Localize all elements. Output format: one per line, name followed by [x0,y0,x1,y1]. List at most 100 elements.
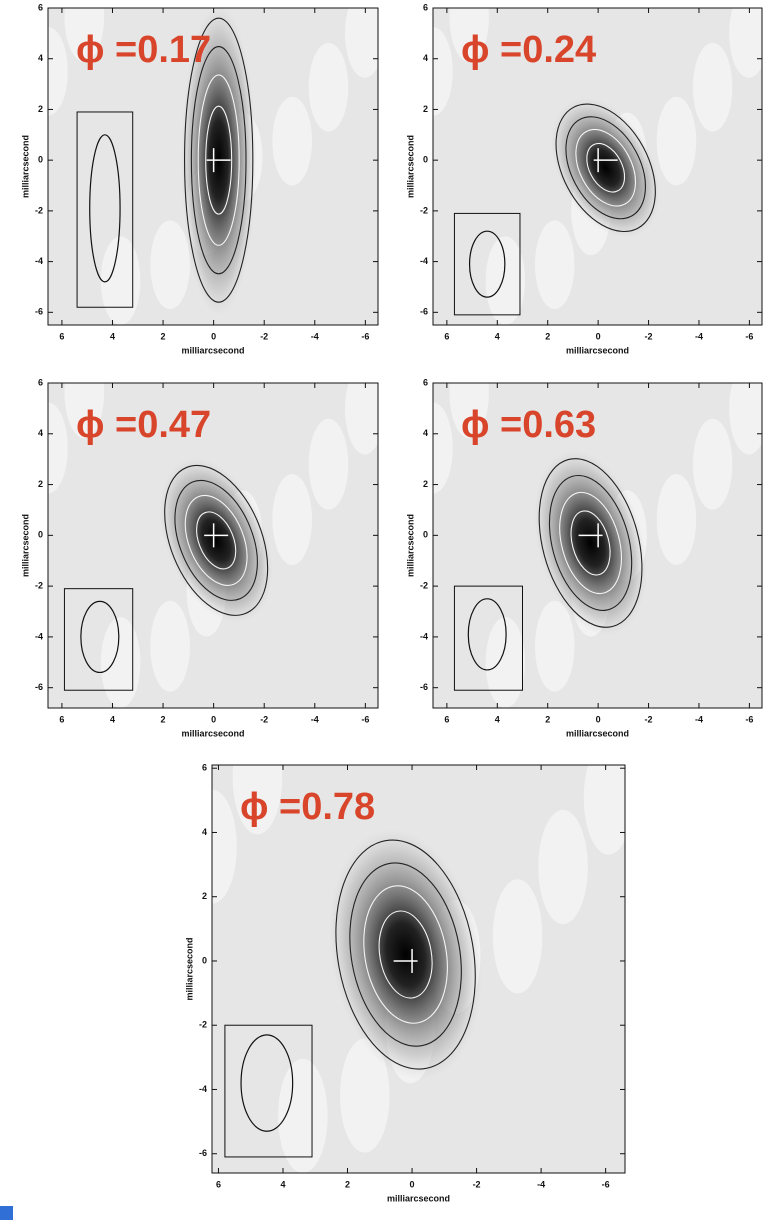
y-tick-label: 0 [423,530,428,540]
x-tick-label: -6 [745,331,753,341]
contour [164,464,269,616]
contour [559,491,622,595]
source [534,450,648,636]
y-tick-label: 6 [38,2,43,12]
y-tick-label: 0 [38,155,43,165]
x-tick-label: -2 [645,714,653,724]
x-tick-label: 4 [110,714,115,724]
x-tick-label: 4 [495,331,500,341]
contour [575,128,637,207]
contour [184,17,254,303]
y-tick-label: 4 [38,428,43,438]
contour [363,885,448,1024]
panel: 6 4 2 0 -2 -4 -6 -6 -4 -2 0 2 4 6 milliarcsecond millia… [405,2,763,355]
noise [100,236,141,325]
contour [349,862,462,1047]
frame [432,382,763,709]
x-tick-label: 4 [280,1179,285,1189]
contour [538,458,643,628]
noise [232,765,283,835]
image [433,383,762,708]
y-tick-label: 6 [423,2,428,12]
panel: 6 4 2 0 -2 -4 -6 -6 -4 -2 0 2 4 6 milliarcsecond millia… [184,763,626,1203]
phase-label: ϕ =0.78 [240,786,375,828]
x-tick-label: 6 [444,331,449,341]
frame [211,764,626,1174]
noise [340,1038,390,1153]
source [181,8,257,317]
image [48,383,378,708]
beam [89,134,121,283]
panel: 6 4 2 0 -2 -4 -6 -6 -4 -2 0 2 4 6 milliarcsecond millia… [20,2,379,355]
x-tick-label: 6 [59,331,64,341]
noise [656,96,697,186]
noise [345,8,378,78]
y-tick-label: -4 [420,256,428,266]
x-axis-title: milliarcsecond [566,345,629,355]
y-tick-label: -2 [35,581,43,591]
beam [468,230,506,298]
noise [64,383,105,439]
x-tick-label: 0 [596,714,601,724]
x-tick-label: -4 [537,1179,545,1189]
y-axis-title: milliarcsecond [184,937,194,1000]
noise [485,617,526,708]
y-tick-label: 0 [423,155,428,165]
contour [378,910,433,999]
y-axis-title: milliarcsecond [20,514,30,577]
panel: 6 4 2 0 -2 -4 -6 -6 -4 -2 0 2 4 6 milliarcsecond millia… [405,377,763,738]
beam-box [63,588,134,691]
frame [47,7,379,326]
phase-label: ϕ =0.24 [461,29,596,71]
noise [492,879,543,994]
y-axis-title: milliarcsecond [20,135,30,198]
y-tick-label: 2 [38,479,43,489]
beam [80,600,120,674]
beam-box [76,111,134,308]
beam-box [224,1024,313,1158]
contour [196,511,237,570]
noise [449,383,489,439]
x-tick-label: -2 [260,714,268,724]
noise [150,600,190,692]
x-axis-title: milliarcsecond [387,1193,450,1203]
y-tick-label: -4 [420,631,428,641]
noise [433,27,453,116]
contour [184,494,248,586]
y-axis-title: milliarcsecond [405,135,415,198]
y-axis-title: milliarcsecond [405,514,415,577]
y-tick-label: -6 [35,307,43,317]
corner-marker [0,1206,13,1220]
y-tick-label: 2 [423,104,428,114]
phase-label: ϕ =0.63 [461,404,596,446]
y-tick-label: 6 [423,377,428,387]
contour [205,105,233,215]
panel: 6 4 2 0 -2 -4 -6 -6 -4 -2 0 2 4 6 milliarcsecond millia… [20,377,379,738]
noise [538,809,588,925]
x-tick-label: 2 [545,714,550,724]
image [433,8,762,325]
beam [240,1034,294,1132]
y-tick-label: 2 [38,104,43,114]
y-tick-label: 6 [202,763,207,773]
noise [308,418,349,510]
noise [485,236,526,325]
contour [586,143,626,193]
y-tick-label: -4 [35,256,43,266]
image [48,8,378,325]
frame [47,382,379,709]
x-tick-label: -4 [311,714,319,724]
noise [48,402,68,494]
y-tick-label: 4 [423,428,428,438]
x-tick-label: -6 [602,1179,610,1189]
noise [272,474,313,565]
noise [433,402,453,494]
noise [150,220,190,310]
x-tick-label: 0 [410,1179,415,1189]
contour [548,474,633,611]
x-axis-title: milliarcsecond [181,345,244,355]
y-tick-label: 2 [423,479,428,489]
y-tick-label: -6 [35,682,43,692]
source [159,457,273,623]
noise [692,418,733,510]
